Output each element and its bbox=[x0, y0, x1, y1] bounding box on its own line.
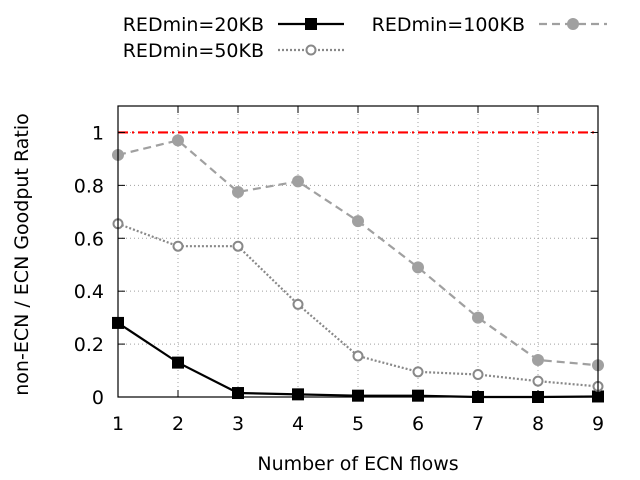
y-tick-label: 0.8 bbox=[74, 175, 104, 197]
x-tick-label: 9 bbox=[592, 413, 604, 435]
legend-entry-3: REDmin=100KB bbox=[372, 14, 607, 36]
data-point bbox=[532, 375, 544, 387]
legend-entry-1: REDmin=20KB bbox=[123, 14, 344, 36]
series-3 bbox=[112, 134, 604, 372]
y-tick-label: 0.2 bbox=[74, 334, 104, 356]
data-point bbox=[472, 311, 484, 324]
data-point bbox=[352, 350, 364, 362]
y-tick-label: 0.6 bbox=[74, 228, 104, 250]
data-point bbox=[232, 185, 244, 198]
data-point bbox=[412, 261, 424, 274]
data-point bbox=[232, 240, 244, 252]
x-tick-label: 2 bbox=[172, 413, 184, 435]
legend: REDmin=20KB REDmin=50KB REDmin=100KB bbox=[123, 14, 607, 62]
legend-marker bbox=[567, 18, 579, 30]
x-tick-label: 8 bbox=[532, 413, 544, 435]
data-point bbox=[352, 215, 364, 228]
series-2 bbox=[112, 218, 604, 392]
x-tick-label: 7 bbox=[472, 413, 484, 435]
legend-marker bbox=[305, 44, 317, 56]
data-point bbox=[412, 366, 424, 378]
y-tick-label: 0.4 bbox=[74, 281, 104, 303]
legend-marker bbox=[305, 18, 317, 30]
legend-label: REDmin=20KB bbox=[123, 14, 264, 36]
data-point bbox=[532, 353, 544, 366]
axis-ticks: 1 2 3 4 5 6 7 8 9 0 0.2 0.4 0.6 0.8 1 bbox=[74, 106, 604, 435]
y-tick-label: 0 bbox=[92, 387, 104, 409]
data-point bbox=[292, 298, 304, 310]
x-tick-label: 3 bbox=[232, 413, 244, 435]
data-point bbox=[292, 175, 304, 188]
data-point bbox=[172, 240, 184, 252]
legend-entry-2: REDmin=50KB bbox=[123, 40, 344, 62]
grid-lines bbox=[118, 106, 598, 397]
x-tick-label: 1 bbox=[112, 413, 124, 435]
series-line bbox=[117, 222, 599, 388]
y-axis-label: non-ECN / ECN Goodput Ratio bbox=[11, 113, 33, 395]
legend-label: REDmin=100KB bbox=[372, 14, 525, 36]
data-point bbox=[172, 134, 184, 147]
x-axis-label: Number of ECN flows bbox=[257, 453, 458, 475]
x-tick-label: 4 bbox=[292, 413, 304, 435]
data-point bbox=[472, 369, 484, 381]
legend-label: REDmin=50KB bbox=[123, 40, 264, 62]
data-point bbox=[172, 356, 184, 369]
x-tick-label: 5 bbox=[352, 413, 364, 435]
y-tick-label: 1 bbox=[92, 122, 104, 144]
x-tick-label: 6 bbox=[412, 413, 424, 435]
